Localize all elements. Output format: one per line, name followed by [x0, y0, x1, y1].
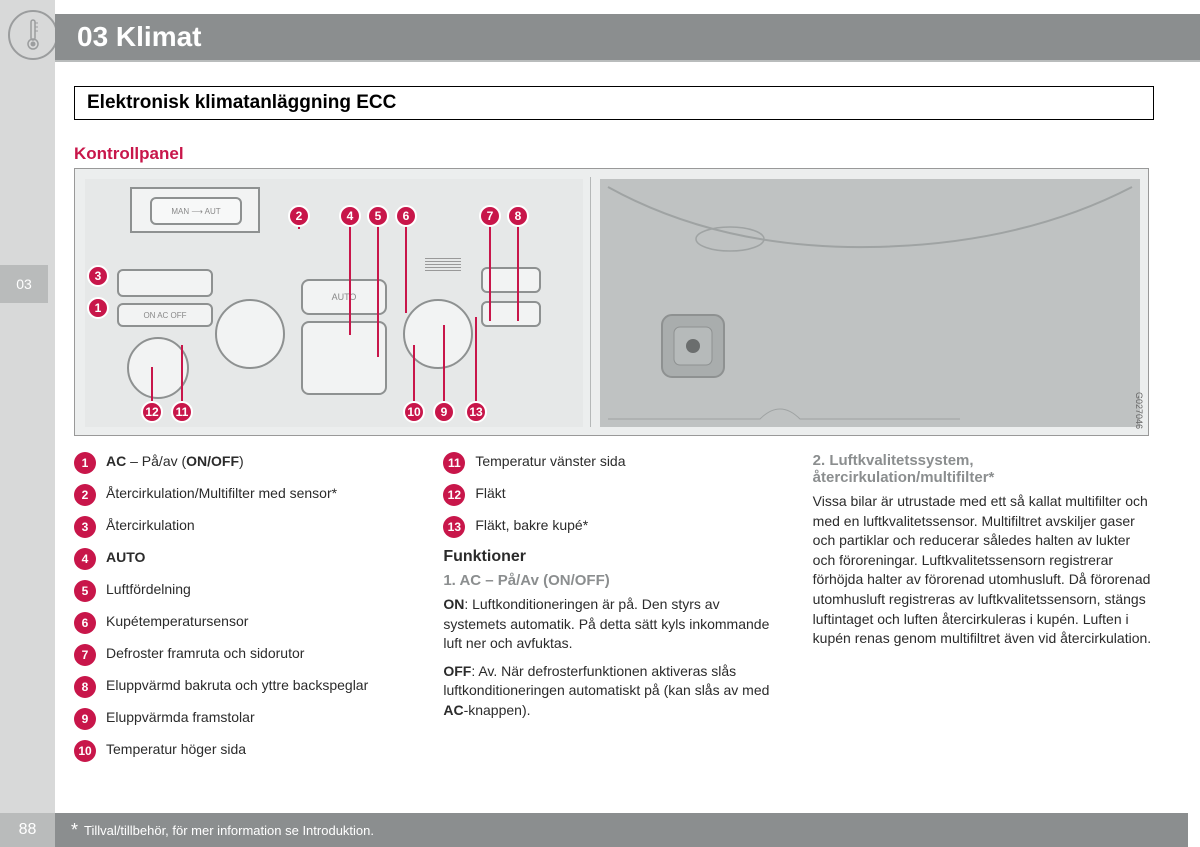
legend-text: AUTO — [106, 548, 145, 567]
content-columns: 1 AC – På/av (ON/OFF) 2 Återcirkulation/Mul… — [74, 452, 1154, 772]
dashboard-photo-placeholder — [600, 179, 1140, 427]
section-title-box: Elektronisk klimatanläggning ECC — [74, 86, 1154, 120]
legend-num: 1 — [74, 452, 96, 474]
legend-item-13: 13 Fläkt, bakre kupé* — [443, 516, 784, 538]
callout-7: 7 — [479, 205, 501, 227]
legend-num: 13 — [443, 516, 465, 538]
section-title: Elektronisk klimatanläggning ECC — [87, 92, 396, 114]
legend-text: Eluppvärmda framstolar — [106, 708, 255, 727]
legend-text: Återcirkulation — [106, 516, 195, 535]
legend-num: 9 — [74, 708, 96, 730]
funktioner-sub1: 1. AC – På/Av (ON/OFF) — [443, 572, 784, 589]
diagram-panel-right — [600, 179, 1140, 427]
col3-heading: 2. Luftkvalitetssystem, återcirkulation/… — [813, 452, 1154, 486]
legend-item-1: 1 AC – På/av (ON/OFF) — [74, 452, 415, 474]
legend-num: 2 — [74, 484, 96, 506]
legend-num: 10 — [74, 740, 96, 762]
callout-5: 5 — [367, 205, 389, 227]
diagram-inset: MAN ⟶ AUT — [130, 187, 260, 233]
callout-4: 4 — [339, 205, 361, 227]
legend-text: Luftfördelning — [106, 580, 191, 599]
left-column-background — [0, 0, 55, 847]
diagram-inset-button: MAN ⟶ AUT — [150, 197, 242, 225]
legend-num: 5 — [74, 580, 96, 602]
legend-text: Återcirkulation/Multifilter med sensor* — [106, 484, 337, 503]
funktioner-p2: OFF: Av. När defrosterfunktionen aktiver… — [443, 662, 784, 721]
subheading-kontrollpanel: Kontrollpanel — [74, 144, 184, 164]
legend-num: 4 — [74, 548, 96, 570]
chapter-header: 03 Klimat — [55, 14, 1200, 60]
recirc-button — [117, 269, 213, 297]
callout-11: 11 — [171, 401, 193, 423]
legend-text: Defroster framruta och sidorutor — [106, 644, 304, 663]
footnote-bar: * Tillval/tillbehör, för mer information… — [55, 813, 1188, 847]
legend-num: 11 — [443, 452, 465, 474]
callout-2: 2 — [288, 205, 310, 227]
legend-item-12: 12 Fläkt — [443, 484, 784, 506]
legend-num: 8 — [74, 676, 96, 698]
header-underline — [55, 60, 1200, 62]
air-distribution — [301, 321, 387, 395]
callout-8: 8 — [507, 205, 529, 227]
col3-body: Vissa bilar är utrustade med ett så kall… — [813, 492, 1154, 649]
legend-text: Fläkt — [475, 484, 505, 503]
legend-item-6: 6 Kupétemperatursensor — [74, 612, 415, 634]
callout-12: 12 — [141, 401, 163, 423]
legend-text: Temperatur höger sida — [106, 740, 246, 759]
legend-item-11: 11 Temperatur vänster sida — [443, 452, 784, 474]
legend-item-5: 5 Luftfördelning — [74, 580, 415, 602]
legend-text: AC – På/av (ON/OFF) — [106, 452, 244, 471]
legend-item-4: 4 AUTO — [74, 548, 415, 570]
callout-6: 6 — [395, 205, 417, 227]
chapter-title: 03 Klimat — [77, 21, 202, 53]
cabin-temp-sensor — [425, 257, 461, 271]
legend-item-2: 2 Återcirkulation/Multifilter med sensor* — [74, 484, 415, 506]
legend-text: Fläkt, bakre kupé* — [475, 516, 588, 535]
legend-num: 12 — [443, 484, 465, 506]
legend-text: Eluppvärmd bakruta och yttre backspeglar — [106, 676, 368, 695]
legend-num: 6 — [74, 612, 96, 634]
legend-item-8: 8 Eluppvärmd bakruta och yttre backspegla… — [74, 676, 415, 698]
page-number: 88 — [0, 813, 55, 847]
legend-item-3: 3 Återcirkulation — [74, 516, 415, 538]
footnote-text: Tillval/tillbehör, för mer information s… — [84, 823, 374, 838]
callout-10: 10 — [403, 401, 425, 423]
column-1: 1 AC – På/av (ON/OFF) 2 Återcirkulation/Mul… — [74, 452, 415, 772]
fan-dial — [127, 337, 189, 399]
legend-item-10: 10 Temperatur höger sida — [74, 740, 415, 762]
callout-1: 1 — [87, 297, 109, 319]
legend-num: 3 — [74, 516, 96, 538]
auto-button: AUTO — [301, 279, 387, 315]
column-2: 11 Temperatur vänster sida 12 Fläkt 13 Fläkt,… — [443, 452, 784, 772]
callout-9: 9 — [433, 401, 455, 423]
funktioner-heading: Funktioner — [443, 548, 784, 566]
temp-left-dial — [215, 299, 285, 369]
legend-text: Kupétemperatursensor — [106, 612, 248, 631]
diagram-image-code: G027046 — [1134, 392, 1144, 429]
side-tab: 03 — [0, 265, 48, 303]
legend-item-7: 7 Defroster framruta och sidorutor — [74, 644, 415, 666]
legend-num: 7 — [74, 644, 96, 666]
footnote-star: * — [71, 820, 78, 841]
callout-3: 3 — [87, 265, 109, 287]
funktioner-p1: ON: Luftkonditioneringen är på. Den styr… — [443, 595, 784, 654]
legend-text: Temperatur vänster sida — [475, 452, 625, 471]
thermometer-icon — [8, 10, 58, 60]
control-panel-diagram: MAN ⟶ AUT ON AC OFF AUTO G027046 2 456 78 3… — [74, 168, 1149, 436]
column-3: 2. Luftkvalitetssystem, återcirkulation/… — [813, 452, 1154, 772]
legend-item-9: 9 Eluppvärmda framstolar — [74, 708, 415, 730]
ac-onoff-button: ON AC OFF — [117, 303, 213, 327]
callout-13: 13 — [465, 401, 487, 423]
